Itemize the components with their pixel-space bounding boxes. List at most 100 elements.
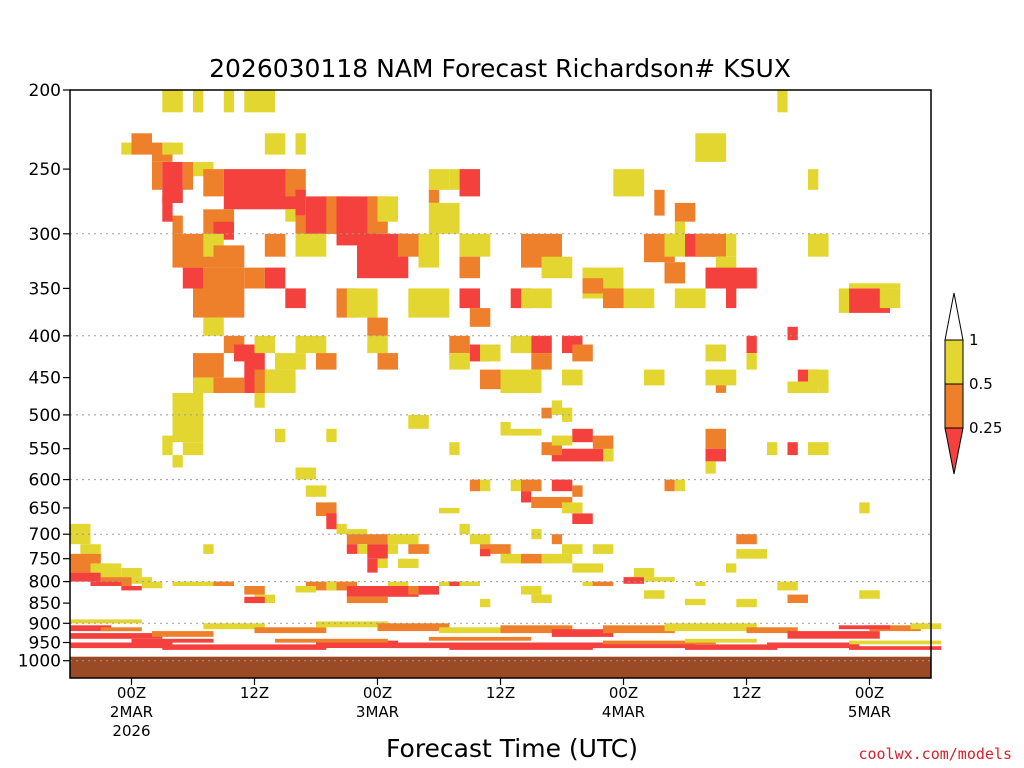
ri-cell <box>500 553 532 564</box>
ri-cell <box>70 625 111 632</box>
y-tick-label: 200 <box>29 81 61 101</box>
y-tick-label: 550 <box>29 440 61 460</box>
ri-cell <box>562 369 583 386</box>
ri-cell <box>152 631 214 637</box>
ri-cell <box>480 344 501 362</box>
ri-cell <box>551 448 614 462</box>
ri-cell <box>603 625 675 634</box>
ri-cell <box>480 369 501 390</box>
ri-cell <box>131 133 152 155</box>
ri-cell <box>726 233 737 257</box>
ri-cell <box>551 629 614 637</box>
ri-cell <box>285 169 306 197</box>
ri-cell <box>531 353 552 370</box>
ri-cell <box>346 544 358 554</box>
ri-cell <box>203 317 224 336</box>
ri-cell <box>705 461 716 474</box>
ri-cell <box>521 479 542 492</box>
ri-cell <box>592 435 614 449</box>
ri-cell <box>469 479 481 492</box>
ri-cell <box>562 502 583 514</box>
ri-cell <box>603 288 624 309</box>
ri-cell <box>264 369 296 393</box>
y-tick-label: 600 <box>29 471 61 491</box>
ri-cell <box>736 549 768 559</box>
ri-cell <box>500 421 511 436</box>
ri-cell <box>377 558 388 568</box>
ri-cell <box>849 640 942 645</box>
ri-cell <box>172 393 204 443</box>
ri-cell <box>603 640 716 645</box>
ri-cell <box>685 638 757 643</box>
ri-cell <box>572 428 593 443</box>
ri-cell <box>859 590 880 599</box>
ri-cell <box>695 133 727 162</box>
y-tick-label: 500 <box>29 406 61 426</box>
x-tick-label: 3MAR <box>356 703 399 721</box>
credit-link[interactable]: coolwx.com/models <box>858 745 1012 763</box>
ri-cell <box>439 581 460 586</box>
x-axis-label: Forecast Time (UTC) <box>386 734 638 763</box>
legend-bin <box>944 383 964 429</box>
ri-cell <box>182 442 204 456</box>
ri-cell <box>182 267 204 289</box>
ri-cell <box>808 169 819 190</box>
ri-cell <box>90 563 111 573</box>
ri-cell <box>275 353 306 370</box>
ri-cell <box>70 523 91 545</box>
ri-cell <box>254 393 265 408</box>
ri-cell <box>316 621 388 628</box>
ri-cell <box>572 513 593 524</box>
x-tick-label: 5MAR <box>848 703 891 721</box>
y-tick-label: 1000 <box>18 652 61 672</box>
ri-cell <box>521 586 542 595</box>
ri-cell <box>439 507 460 514</box>
ri-cell <box>551 534 563 545</box>
y-tick-label: 800 <box>29 573 61 593</box>
ri-cell <box>346 596 388 604</box>
ri-cell <box>869 625 921 632</box>
ri-cell <box>408 288 450 318</box>
ri-cell <box>152 162 163 190</box>
ri-cell <box>295 586 316 593</box>
ri-cell <box>100 627 142 632</box>
ri-cell <box>685 598 706 606</box>
ri-cell <box>603 448 614 462</box>
ri-cell <box>172 215 183 234</box>
color-legend: 1 0.5 0.25 <box>944 292 1002 475</box>
ri-cell <box>521 491 532 503</box>
ri-cell <box>346 534 388 545</box>
ri-cell <box>70 633 163 639</box>
ri-cell <box>254 627 327 634</box>
legend-label: 0.5 <box>969 375 993 393</box>
ri-cell <box>849 646 942 650</box>
ri-cell <box>121 142 132 155</box>
ri-cell <box>521 288 552 309</box>
pressure-axis: 200 250 300 350 400 450 500 550 600 650 700 750 8008… <box>18 81 70 672</box>
ri-cell <box>644 577 675 582</box>
ri-cell <box>428 189 440 203</box>
ri-cell <box>510 428 542 436</box>
y-tick-label: 300 <box>29 225 61 245</box>
ri-cell <box>644 288 655 309</box>
ri-cell <box>244 267 265 289</box>
ri-cell <box>162 90 183 113</box>
x-tick-label: 00Z <box>363 684 392 702</box>
ri-cell <box>449 335 470 354</box>
ri-cell <box>787 594 808 603</box>
ri-cell <box>295 233 327 257</box>
ri-cell <box>838 625 891 630</box>
ri-cell <box>244 90 276 113</box>
ri-cell <box>459 256 480 279</box>
ri-cell <box>387 642 460 649</box>
ri-cell <box>715 385 727 393</box>
ri-cell <box>459 233 491 257</box>
ri-cell <box>316 353 337 370</box>
ri-cell <box>623 288 644 309</box>
ri-cell <box>367 335 388 354</box>
ri-cell <box>203 623 265 630</box>
ri-cell <box>531 529 542 540</box>
ri-cell <box>377 353 398 370</box>
ri-cell <box>592 581 614 586</box>
ri-cell <box>459 288 480 309</box>
